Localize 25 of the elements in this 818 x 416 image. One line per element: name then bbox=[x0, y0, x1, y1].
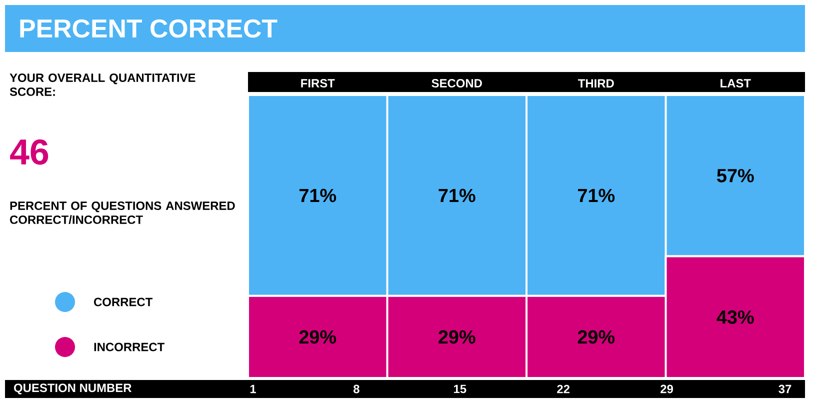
data-label: 29% bbox=[438, 330, 476, 344]
legend-label: INCORRECT bbox=[94, 342, 164, 352]
x-tick-label: THIRD bbox=[578, 79, 614, 88]
x-tick-label: LAST bbox=[720, 79, 751, 88]
data-label: 71% bbox=[578, 188, 615, 202]
text: PERCENT OF QUESTIONS ANSWERED CORRECT/INCORRECT bbox=[10, 202, 235, 224]
x2-tick-label: 8 bbox=[354, 384, 360, 394]
legend-label: CORRECT bbox=[94, 298, 152, 306]
chart-title: PERCENT CORRECT bbox=[20, 19, 278, 38]
x2-axis-title: QUESTION NUMBER bbox=[14, 384, 132, 394]
data-label: 71% bbox=[300, 188, 336, 202]
data-label: 43% bbox=[716, 310, 754, 324]
data-label: 29% bbox=[578, 330, 615, 344]
data-label: 71% bbox=[438, 188, 476, 202]
text: 46 bbox=[10, 139, 48, 165]
x-tick-label: SECOND bbox=[432, 79, 482, 88]
data-label: 29% bbox=[299, 330, 336, 344]
x2-tick-label: 15 bbox=[454, 384, 466, 394]
x2-tick-label: 1 bbox=[250, 384, 256, 394]
text: YOUR OVERALL QUANTITATIVE SCORE: bbox=[10, 74, 196, 96]
x-tick-label: FIRST bbox=[301, 79, 335, 88]
x2-tick-label: 37 bbox=[778, 384, 792, 394]
x2-tick-label: 29 bbox=[660, 384, 673, 394]
x2-tick-label: 22 bbox=[557, 384, 570, 394]
data-label: 57% bbox=[717, 168, 754, 182]
